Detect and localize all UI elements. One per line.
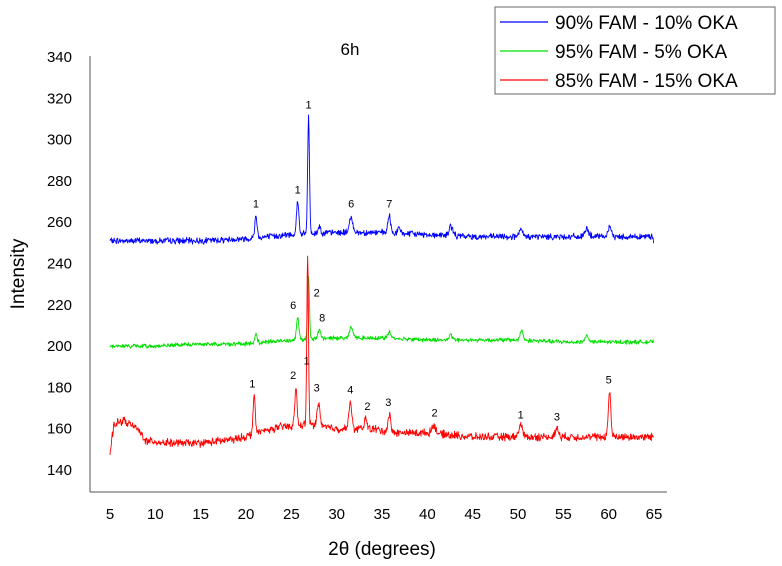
series-line-3	[109, 255, 654, 456]
peak-label: 6	[348, 199, 354, 211]
x-tick-label: 5	[106, 506, 114, 523]
x-tick-label: 55	[555, 506, 572, 523]
peak-label: 5	[606, 374, 612, 386]
peak-label: 2	[432, 407, 438, 419]
y-tick-label: 200	[47, 338, 72, 355]
x-tick-label: 30	[328, 506, 345, 523]
peak-label: 2	[364, 401, 370, 413]
series-layer	[109, 114, 654, 456]
x-tick-label: 10	[147, 506, 164, 523]
peak-label: 4	[347, 385, 353, 397]
peak-label: 1	[253, 199, 259, 211]
y-tick-label: 260	[47, 214, 72, 231]
x-tick-labels: 5 10 15 20 25 30 35 40 45 50 55 60 65	[106, 506, 663, 523]
x-tick-label: 25	[283, 506, 300, 523]
y-tick-label: 140	[47, 462, 72, 479]
x-tick-label: 20	[238, 506, 255, 523]
x-tick-label: 50	[510, 506, 527, 523]
peak-label: 3	[385, 397, 391, 409]
peak-label: 2	[314, 288, 320, 300]
y-tick-label: 280	[47, 173, 72, 190]
legend-label: 95% FAM - 5% OKA	[555, 42, 727, 63]
peak-label: 1	[518, 409, 524, 421]
peak-label: 6	[290, 300, 296, 312]
peak-label: 2	[290, 370, 296, 382]
peak-label: 1	[295, 184, 301, 196]
x-tick-label: 60	[600, 506, 617, 523]
peak-label: 8	[319, 312, 325, 324]
y-tick-label: 320	[47, 90, 72, 107]
peak-label: 1	[305, 100, 311, 112]
series-line-2	[109, 275, 654, 349]
x-tick-label: 65	[646, 506, 663, 523]
x-tick-label: 35	[374, 506, 391, 523]
legend-label: 85% FAM - 15% OKA	[555, 71, 738, 92]
x-tick-label: 15	[192, 506, 209, 523]
peak-label: 3	[314, 383, 320, 395]
y-tick-label: 240	[47, 256, 72, 273]
chart-title: 6h	[341, 40, 360, 59]
series-line-1	[109, 114, 654, 245]
y-axis-title: Intensity	[8, 238, 29, 309]
y-tick-label: 180	[47, 379, 72, 396]
x-tick-label: 40	[419, 506, 436, 523]
peak-label: 1	[249, 378, 255, 390]
legend-label: 90% FAM - 10% OKA	[555, 13, 738, 34]
y-tick-labels: 140 160 180 200 220 240 260 280 300 320 340	[47, 49, 72, 479]
y-tick-label: 160	[47, 421, 72, 438]
peak-label: 7	[386, 199, 392, 211]
legend: 90% FAM - 10% OKA 95% FAM - 5% OKA 85% FAM…	[494, 6, 776, 95]
x-axis-title: 2θ (degrees)	[328, 539, 436, 560]
x-tick-label: 45	[464, 506, 481, 523]
y-tick-label: 300	[47, 132, 72, 149]
y-tick-label: 340	[47, 49, 72, 66]
peak-label: 3	[554, 411, 560, 423]
peak-label: 1	[304, 356, 310, 368]
y-tick-label: 220	[47, 297, 72, 314]
